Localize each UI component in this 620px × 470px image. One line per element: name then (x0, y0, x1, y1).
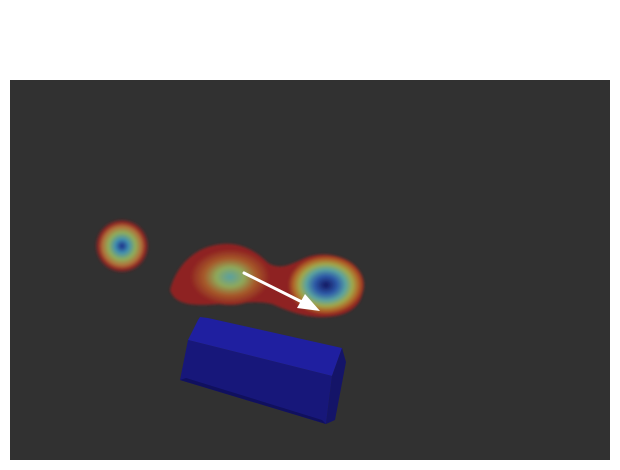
top-margin (0, 0, 620, 80)
heatmap-blob-left (95, 219, 149, 273)
heatmap-blob-center (170, 243, 364, 318)
3d-viewport[interactable] (10, 80, 610, 460)
pose-arrow-icon[interactable] (242, 271, 320, 311)
robot-prism[interactable] (180, 317, 346, 424)
viewport-canvas[interactable] (10, 80, 610, 460)
